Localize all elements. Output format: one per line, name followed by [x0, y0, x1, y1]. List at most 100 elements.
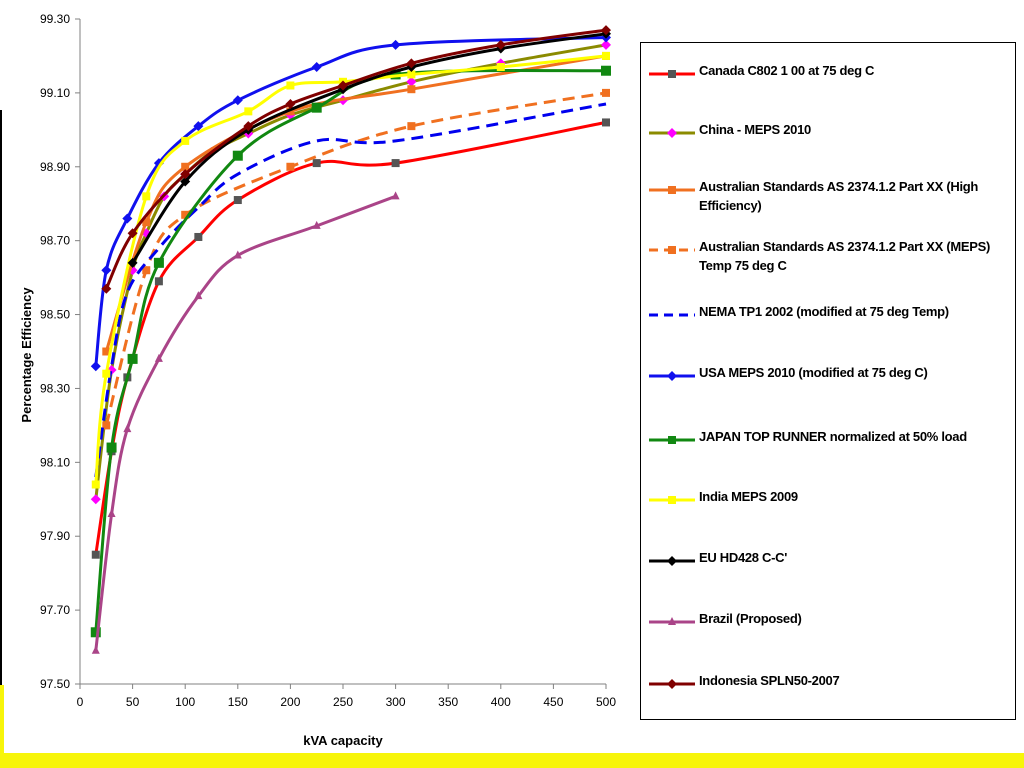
data-point: [91, 645, 100, 654]
legend-item: Australian Standards AS 2374.1.2 Part XX…: [647, 237, 1007, 277]
series-line: [94, 54, 607, 485]
data-point: [194, 291, 203, 300]
legend-label: India MEPS 2009: [699, 489, 798, 504]
data-point: [311, 102, 322, 113]
legend-swatch-marker: [667, 556, 677, 566]
legend-swatch: [649, 556, 695, 566]
data-point: [601, 25, 611, 36]
data-point: [602, 88, 610, 97]
data-point: [91, 480, 100, 489]
legend-swatch: [649, 313, 695, 317]
data-point: [338, 80, 348, 91]
data-point: [154, 353, 163, 362]
data-point: [181, 162, 190, 171]
left-border-line: [0, 110, 2, 765]
data-point: [496, 63, 505, 72]
legend-item: Australian Standards AS 2374.1.2 Part XX…: [647, 177, 1007, 217]
legend-swatch-marker: [668, 617, 676, 625]
data-point: [602, 51, 610, 60]
y-tick-label: 99.10: [40, 86, 70, 100]
data-point: [406, 58, 417, 69]
legend: Canada C802 1 00 at 75 deg C China - MEPS…: [640, 42, 1016, 720]
x-tick-label: 250: [333, 695, 353, 709]
x-tick-label: 150: [228, 695, 248, 709]
data-point: [90, 494, 101, 505]
data-point: [406, 76, 417, 87]
x-tick-label: 450: [543, 695, 563, 709]
data-point: [312, 220, 321, 229]
data-point: [127, 257, 138, 268]
data-point: [286, 81, 295, 90]
series-6: [90, 65, 611, 638]
data-point: [101, 265, 112, 276]
data-point: [244, 107, 253, 116]
series-line: [94, 194, 397, 651]
y-tick-label: 97.90: [40, 529, 70, 543]
legend-item: EU HD428 C-C': [647, 548, 1007, 588]
data-point: [232, 150, 243, 161]
data-point: [181, 136, 190, 145]
y-tick-label: 97.50: [40, 677, 70, 691]
data-point: [107, 509, 116, 518]
series-1: [90, 39, 611, 505]
data-point: [233, 250, 242, 259]
legend-swatch: [649, 70, 695, 78]
legend-swatch: [649, 436, 695, 444]
legend-swatch: [649, 679, 695, 689]
x-tick-label: 300: [386, 695, 406, 709]
series-line: [94, 43, 607, 500]
left-yellow-accent: [0, 685, 4, 753]
legend-label: NEMA TP1 2002 (modified at 75 deg Temp): [699, 304, 949, 319]
x-tick-label: 0: [77, 695, 84, 709]
data-point: [602, 118, 610, 127]
legend-label: Brazil (Proposed): [699, 611, 802, 626]
data-point: [390, 69, 401, 80]
data-point: [142, 218, 151, 227]
data-point: [90, 627, 101, 638]
data-point: [180, 176, 191, 187]
data-point: [153, 257, 164, 268]
data-point: [407, 85, 416, 94]
y-tick-label: 98.50: [40, 308, 70, 322]
x-tick-label: 50: [126, 695, 140, 709]
legend-swatch: [649, 246, 695, 254]
legend-label: Canada C802 1 00 at 75 deg C: [699, 63, 875, 78]
data-point: [127, 228, 138, 239]
series-9: [91, 191, 400, 654]
legend-swatch-marker: [668, 496, 676, 504]
legend-item: Indonesia SPLN50-2007: [647, 671, 1007, 711]
legend-swatch-marker: [667, 679, 677, 689]
data-point: [154, 277, 163, 286]
data-point: [91, 550, 100, 559]
legend-swatch-marker: [668, 70, 676, 78]
legend-swatch-marker: [667, 128, 677, 138]
legend-swatch-marker: [668, 246, 676, 254]
legend-label: China - MEPS 2010: [699, 122, 811, 137]
data-point: [312, 159, 321, 168]
legend-swatch-marker: [668, 436, 676, 444]
data-point: [101, 283, 112, 294]
data-point: [311, 62, 322, 73]
data-point: [286, 162, 295, 171]
y-axis-title: Percentage Efficiency: [19, 287, 34, 423]
x-tick-label: 350: [438, 695, 458, 709]
series-line: [104, 91, 607, 426]
x-tick-label: 100: [175, 695, 195, 709]
data-point: [390, 39, 401, 50]
legend-item: Canada C802 1 00 at 75 deg C: [647, 61, 1007, 101]
data-point: [123, 424, 132, 433]
legend-swatch-marker: [668, 186, 676, 194]
data-point: [181, 210, 190, 219]
y-tick-label: 98.10: [40, 455, 70, 469]
data-point: [243, 121, 254, 132]
data-point: [391, 191, 400, 200]
data-point: [102, 347, 111, 356]
legend-swatch: [649, 496, 695, 504]
legend-swatch: [649, 128, 695, 138]
data-point: [102, 421, 111, 430]
y-tick-label: 98.70: [40, 234, 70, 248]
x-tick-label: 500: [596, 695, 616, 709]
legend-label: JAPAN TOP RUNNER normalized at 50% load: [699, 429, 967, 444]
y-tick-label: 99.30: [40, 12, 70, 26]
